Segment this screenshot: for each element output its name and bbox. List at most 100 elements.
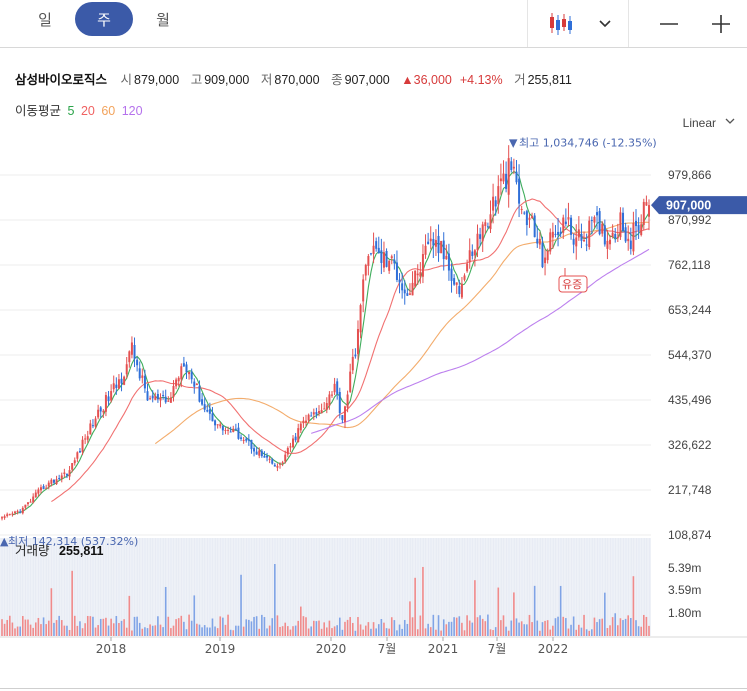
up-triangle-icon: ▲ [401,73,414,87]
volume-bar [193,595,196,636]
volume-bar [224,624,227,636]
candle-body [349,371,352,392]
volume-bar [416,629,419,636]
candle-body [208,409,211,414]
volume-bar [237,625,240,636]
scale-selector[interactable]: Linear [682,116,716,130]
volume-bar [401,628,403,636]
volume-bar [136,616,138,636]
volume-bar [435,629,437,636]
candle-body [159,397,162,401]
volume-bar [500,620,502,636]
ma-60[interactable]: 60 [101,104,116,118]
volume-bar [276,615,279,636]
candle-body [583,239,586,242]
min-annotation: 최저 142,314 (537.32%) [8,535,138,548]
volume-bar [297,620,300,636]
candle-body [273,464,276,467]
candle-body [104,395,107,412]
volume-bar [294,625,297,636]
tab-monthly[interactable]: 월 [134,2,192,36]
ma-120[interactable]: 120 [121,104,143,118]
candle-body [294,436,297,441]
volume-bar [466,615,468,636]
candle-body [382,252,385,268]
volume-bar [66,625,68,636]
volume-bar [328,620,331,636]
volume-bar [331,628,333,636]
volume-bar [424,628,427,636]
volume-bar [37,617,40,636]
volume-bar [144,627,146,636]
volume-bar [572,616,575,636]
volume-bar [209,627,211,636]
volume-bar [518,622,520,636]
candle-body [245,438,248,441]
candle-body [390,256,393,259]
volume-bar [481,618,484,636]
candle-body [250,439,253,450]
chart-type-selector[interactable] [540,0,580,47]
volume-current-value: 255,811 [59,544,104,558]
candle-body [577,229,580,238]
candle-body [297,428,300,443]
candle-body [598,211,601,235]
zoom-out-button[interactable] [654,0,684,47]
volume-bar [227,614,229,636]
volume-bar [154,625,157,636]
volume-bar [248,619,250,636]
candle-body [473,250,476,256]
volume-bar [528,614,531,636]
volume-bar [60,620,63,636]
volume-bar [242,626,245,636]
volume-bar [338,617,341,636]
change-percent: +4.13% [459,73,503,87]
candle-body [523,212,526,214]
candle-body [609,239,612,245]
candle-body [570,217,573,235]
zoom-in-button[interactable] [706,0,736,47]
candle-body [11,513,14,515]
chart-type-dropdown[interactable] [592,0,618,47]
candle-body [123,376,126,385]
candle-body [60,475,63,479]
candle-body [531,216,534,218]
candle-body [445,255,448,260]
candle-body [351,356,354,371]
ma-20[interactable]: 20 [80,104,95,118]
candle-body [497,186,500,205]
volume-bar [185,629,188,636]
candle-body [240,437,243,439]
volume-bar [409,601,411,636]
volume-bar [390,617,393,636]
volume-bar [24,619,27,636]
candle-body [616,236,619,239]
volume-bar [19,626,21,636]
volume-tick-label: 5.39m [668,561,701,575]
volume-bar [494,627,497,636]
tab-weekly[interactable]: 주 [75,2,133,36]
volume-bar [487,614,489,636]
candle-body [81,439,84,453]
toolbar-divider [527,0,528,47]
toolbar-divider [628,0,629,47]
max-annotation: 최고 1,034,746 (-12.35%) [519,136,657,149]
candle-body [242,439,245,441]
chevron-down-icon[interactable] [725,118,735,125]
volume-bar [245,619,248,636]
volume-bar [351,622,354,636]
volume-bar [27,619,29,636]
tab-daily[interactable]: 일 [16,2,74,36]
volume-bar [471,622,474,636]
volume-bar [177,618,180,636]
y-tick-label: 653,244 [668,303,712,317]
volume-bar [73,615,76,636]
chevron-down-icon [599,19,611,27]
x-tick-label: 2018 [96,642,127,656]
volume-bar [307,628,310,636]
volume-bar [115,616,118,636]
moving-average-legend: 이동평균 5 20 60 120 [15,100,146,119]
candle-body [601,223,604,234]
ma-5[interactable]: 5 [67,104,75,118]
